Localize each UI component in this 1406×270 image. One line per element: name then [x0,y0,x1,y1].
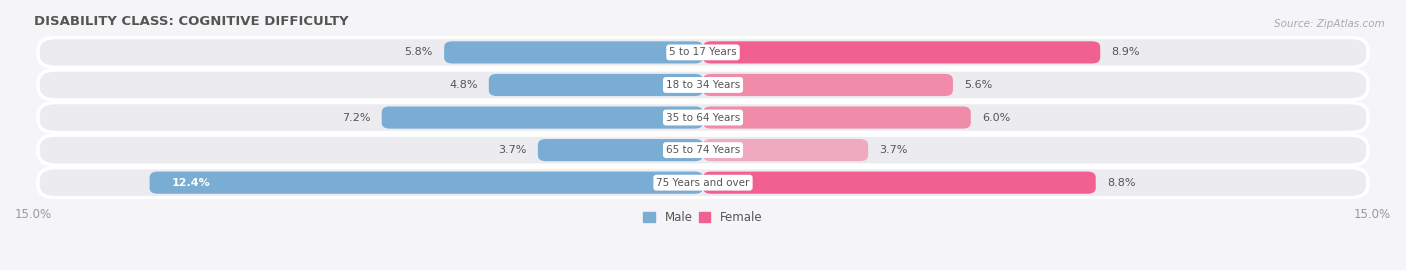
FancyBboxPatch shape [489,74,703,96]
Text: 65 to 74 Years: 65 to 74 Years [666,145,740,155]
FancyBboxPatch shape [538,139,703,161]
Text: 5.6%: 5.6% [965,80,993,90]
FancyBboxPatch shape [703,139,868,161]
Text: 8.9%: 8.9% [1111,48,1140,58]
FancyBboxPatch shape [38,70,1368,100]
Text: 75 Years and over: 75 Years and over [657,178,749,188]
Text: 18 to 34 Years: 18 to 34 Years [666,80,740,90]
FancyBboxPatch shape [38,135,1368,165]
Text: 8.8%: 8.8% [1107,178,1136,188]
FancyBboxPatch shape [703,106,970,129]
Text: 5 to 17 Years: 5 to 17 Years [669,48,737,58]
Text: 7.2%: 7.2% [342,113,371,123]
Text: 6.0%: 6.0% [981,113,1010,123]
Text: 5.8%: 5.8% [405,48,433,58]
Text: Source: ZipAtlas.com: Source: ZipAtlas.com [1274,19,1385,29]
FancyBboxPatch shape [444,41,703,63]
Text: DISABILITY CLASS: COGNITIVE DIFFICULTY: DISABILITY CLASS: COGNITIVE DIFFICULTY [34,15,349,28]
Text: 4.8%: 4.8% [449,80,478,90]
FancyBboxPatch shape [381,106,703,129]
FancyBboxPatch shape [703,172,1095,194]
Text: 35 to 64 Years: 35 to 64 Years [666,113,740,123]
FancyBboxPatch shape [38,103,1368,133]
Legend: Male, Female: Male, Female [638,207,768,229]
FancyBboxPatch shape [703,41,1101,63]
Text: 12.4%: 12.4% [172,178,211,188]
FancyBboxPatch shape [38,38,1368,68]
Text: 3.7%: 3.7% [498,145,527,155]
FancyBboxPatch shape [149,172,703,194]
Text: 3.7%: 3.7% [879,145,908,155]
FancyBboxPatch shape [38,168,1368,198]
FancyBboxPatch shape [703,74,953,96]
